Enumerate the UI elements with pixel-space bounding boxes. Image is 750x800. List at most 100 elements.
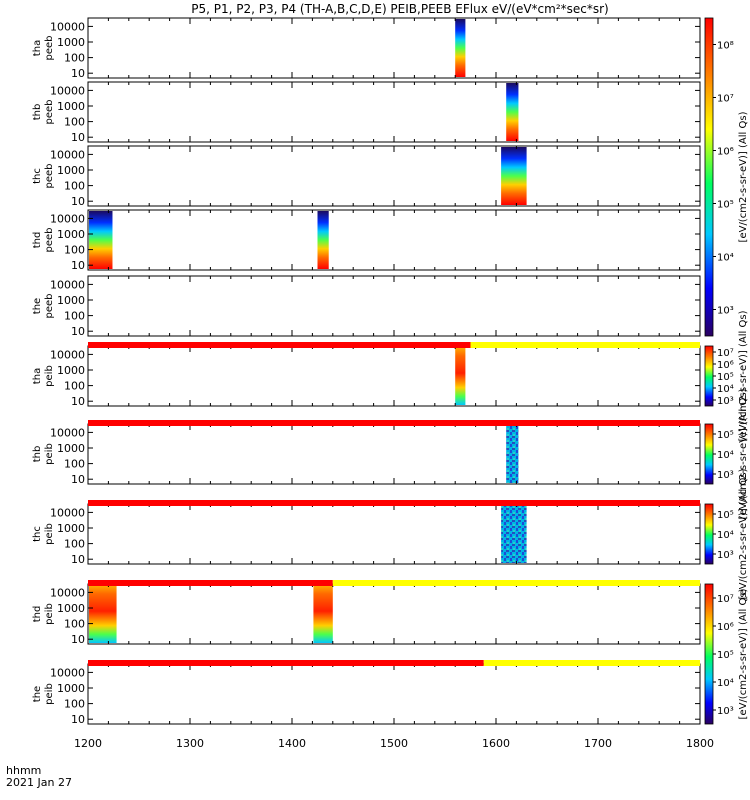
colorbar-tick-label: 10³ xyxy=(717,306,734,317)
mode-bar xyxy=(88,500,700,506)
panel-background xyxy=(88,146,700,206)
mode-bar-segment xyxy=(88,660,484,666)
y-tick-label: 1000 xyxy=(57,602,85,615)
colorbar-title: [eV/(cm2-s-sr-eV)] (All Qs) xyxy=(738,111,749,242)
y-tick-label: 100 xyxy=(64,458,85,471)
colorbar-tick-label: 10⁶ xyxy=(717,622,734,633)
y-tick-label: 10000 xyxy=(50,148,85,161)
y-tick-label: 10 xyxy=(71,195,85,208)
mode-bar xyxy=(88,580,700,586)
colorbar-tick-label: 10⁷ xyxy=(717,348,734,359)
panel-label-probe: thc xyxy=(32,168,43,184)
mode-bar-segment xyxy=(483,660,700,666)
y-tick-label: 100 xyxy=(64,52,85,65)
colorbar-tick-label: 10⁴ xyxy=(717,450,734,461)
colorbar-tick-label: 10⁶ xyxy=(717,360,734,371)
colorbar-tick-label: 10⁴ xyxy=(717,530,734,541)
colorbar-tick-label: 10³ xyxy=(717,550,734,561)
panel-label-species: peib xyxy=(44,443,55,465)
x-tick-label: 1600 xyxy=(482,737,510,750)
colorbar-title: [eV/(cm2-s-sr-eV)] (All Qs) xyxy=(738,588,749,719)
y-tick-label: 10000 xyxy=(50,666,85,679)
panel-label-species: peeb xyxy=(44,294,55,319)
colorbar-5: 10⁷ 10⁶ 10⁵ 10⁴ 10³ [eV/(cm2-s-sr-eV)] (All Q… xyxy=(704,583,749,725)
panel-background xyxy=(88,584,700,644)
panel-label-species: peib xyxy=(44,683,55,705)
panel-label-probe: tha xyxy=(32,40,43,56)
x-tick-label: 1500 xyxy=(380,737,408,750)
panel-label-probe: tha xyxy=(32,368,43,384)
panel-background xyxy=(88,276,700,336)
colorbar-tick-label: 10⁵ xyxy=(717,430,734,441)
colorbar-tick-label: 10⁷ xyxy=(717,594,734,605)
x-axis: 1200 1300 1400 1500 1600 1700 1800 xyxy=(74,737,714,750)
colorbar-4: 10⁵ 10⁴ 10³ [eV/(cm2-s-sr-eV)] (All Qs) xyxy=(704,468,749,599)
y-tick-label: 10 xyxy=(71,633,85,646)
y-tick-label: 1000 xyxy=(57,364,85,377)
y-tick-label: 10 xyxy=(71,473,85,486)
y-tick-label: 10 xyxy=(71,131,85,144)
panel-label-species: peib xyxy=(44,603,55,625)
panel-label-species: peib xyxy=(44,523,55,545)
colorbar-title: [eV/(cm2-s-sr-eV)] (All Qs) xyxy=(738,310,749,441)
panel-10: 10000 1000 100 10 the peib xyxy=(32,663,701,726)
x-tick-label: 1300 xyxy=(176,737,204,750)
y-tick-label: 10 xyxy=(71,67,85,80)
mode-bar-segment xyxy=(88,500,700,506)
colorbar-tick-label: 10³ xyxy=(717,396,734,407)
colorbar-scale xyxy=(704,583,714,725)
y-tick-label: 10000 xyxy=(50,348,85,361)
spectrogram-block xyxy=(89,211,113,269)
panel-2: 10000 1000 100 10 thb peeb xyxy=(32,81,701,144)
colorbar-tick-label: 10⁷ xyxy=(717,94,734,105)
colorbar-tick-label: 10⁵ xyxy=(717,200,734,211)
colorbar-tick-label: 10⁸ xyxy=(717,41,734,52)
y-tick-label: 1000 xyxy=(57,228,85,241)
colorbar-tick-label: 10⁵ xyxy=(717,650,734,661)
y-tick-label: 10000 xyxy=(50,212,85,225)
x-tick-label: 1400 xyxy=(278,737,306,750)
spectrogram-block xyxy=(506,425,519,483)
y-tick-label: 10 xyxy=(71,259,85,272)
colorbar-scale xyxy=(704,345,714,407)
y-tick-label: 1000 xyxy=(57,164,85,177)
y-tick-label: 1000 xyxy=(57,36,85,49)
panel-label-species: peeb xyxy=(44,36,55,61)
y-tick-label: 100 xyxy=(64,310,85,323)
spectrogram-block xyxy=(455,19,466,77)
panel-background xyxy=(88,18,700,78)
panel-5: 10000 1000 100 10 the peeb xyxy=(32,275,701,338)
mode-bar-segment xyxy=(332,580,700,586)
colorbar-tick-label: 10⁵ xyxy=(717,510,734,521)
panel-label-species: peeb xyxy=(44,228,55,253)
mode-bars-group xyxy=(88,342,700,666)
panel-label-species: peeb xyxy=(44,100,55,125)
panel-8: 10000 1000 100 10 thc peib xyxy=(32,503,701,566)
panel-7: 10000 1000 100 10 thb peib xyxy=(32,423,701,486)
y-tick-label: 1000 xyxy=(57,682,85,695)
chart-title: P5, P1, P2, P3, P4 (TH-A,B,C,D,E) PEIB,P… xyxy=(191,2,608,16)
y-tick-label: 1000 xyxy=(57,100,85,113)
colorbar-scale xyxy=(704,503,714,565)
panel-1: 10000 1000 100 10 tha peeb xyxy=(32,17,701,80)
x-tick-label: 1800 xyxy=(686,737,714,750)
spectrogram-block xyxy=(317,211,329,269)
spectrogram-block xyxy=(89,585,117,643)
colorbar-scale xyxy=(704,423,714,485)
panel-label-probe: thb xyxy=(32,446,43,463)
panel-background xyxy=(88,424,700,484)
panel-background xyxy=(88,82,700,142)
y-tick-label: 10000 xyxy=(50,426,85,439)
colorbar-tick-label: 10⁵ xyxy=(717,372,734,383)
panel-label-species: peeb xyxy=(44,164,55,189)
mode-bar xyxy=(88,420,700,426)
colorbar-title: [eV/(cm2-s-sr-eV)] (All Qs) xyxy=(738,388,749,519)
y-tick-label: 1000 xyxy=(57,442,85,455)
mode-bar-segment xyxy=(88,580,333,586)
y-tick-label: 1000 xyxy=(57,522,85,535)
y-tick-label: 10000 xyxy=(50,84,85,97)
panel-label-probe: the xyxy=(32,298,43,314)
